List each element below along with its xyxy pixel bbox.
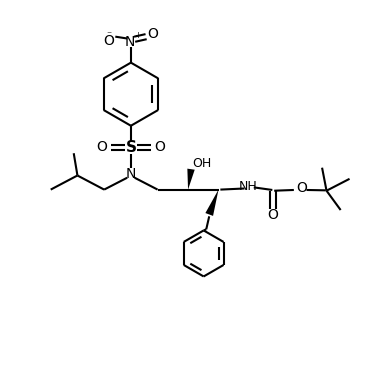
Text: O: O: [268, 208, 279, 222]
Text: O: O: [147, 27, 158, 41]
Text: O: O: [154, 140, 165, 154]
Text: S: S: [125, 140, 137, 155]
Polygon shape: [205, 190, 218, 216]
Text: O: O: [296, 181, 307, 196]
Text: OH: OH: [192, 157, 211, 170]
Text: N: N: [125, 35, 135, 49]
Text: NH: NH: [239, 180, 257, 193]
Text: N: N: [126, 167, 136, 181]
Text: O: O: [97, 140, 107, 154]
Polygon shape: [187, 169, 195, 190]
Text: +: +: [134, 31, 140, 40]
Text: O: O: [103, 34, 114, 48]
Text: ⁻: ⁻: [106, 30, 111, 40]
